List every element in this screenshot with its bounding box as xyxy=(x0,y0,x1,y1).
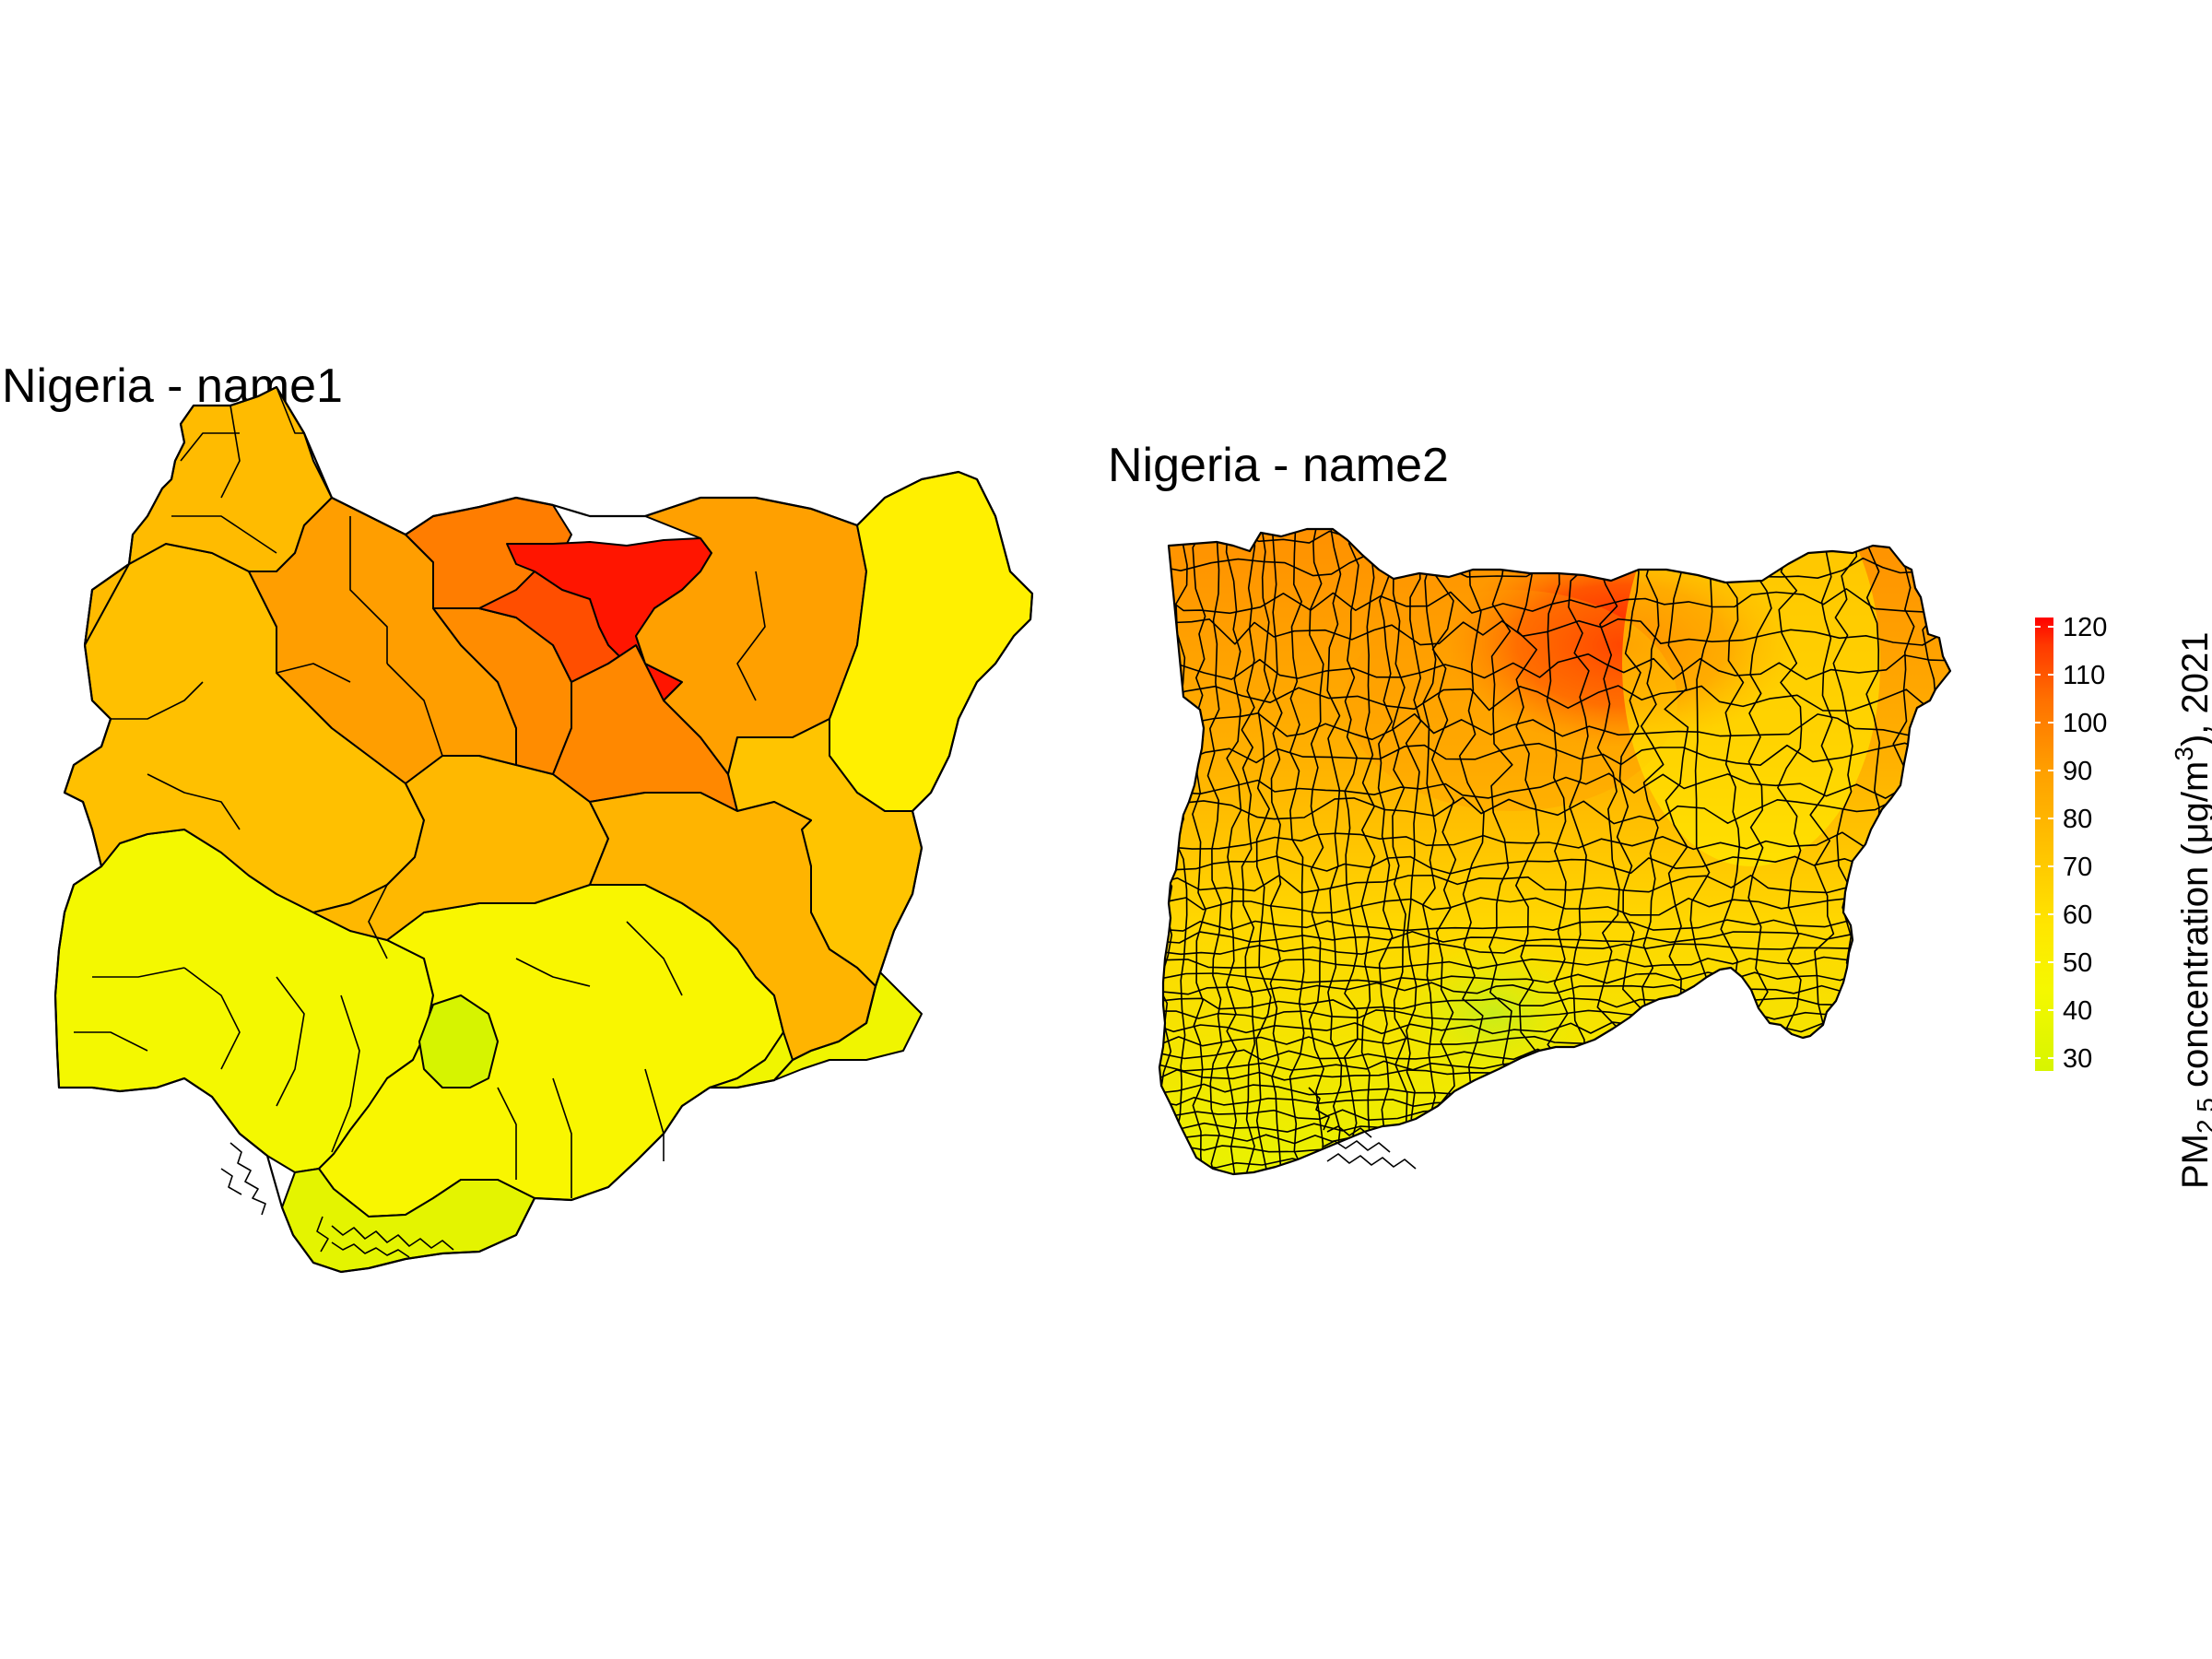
lga-boundary xyxy=(1159,875,1950,894)
lga-boundary xyxy=(1159,931,1949,944)
lga-boundary xyxy=(1159,831,1950,851)
lga-boundary xyxy=(1206,529,1223,1174)
lga-boundary xyxy=(1255,529,1272,1174)
map1-title: Nigeria - name1 xyxy=(2,359,343,413)
lga-boundary xyxy=(1458,529,1485,1174)
map1-boundaries xyxy=(74,386,766,1198)
legend-tick-label: 120 xyxy=(2063,613,2107,642)
lga-boundary xyxy=(1308,529,1324,1173)
lga-boundary xyxy=(1159,1170,1938,1174)
lga-boundary xyxy=(1159,685,1950,712)
legend-tick-label: 30 xyxy=(2063,1044,2092,1074)
lga-boundary xyxy=(1288,529,1305,1173)
lga-boundary xyxy=(1159,919,1946,932)
legend-tick-label: 100 xyxy=(2063,709,2107,738)
lga-boundary xyxy=(1405,529,1422,1174)
map2-delta-coastline xyxy=(1308,1087,1417,1170)
lga-boundary xyxy=(1360,529,1377,1174)
lga-boundary xyxy=(1344,529,1359,1174)
lga-boundary xyxy=(1159,942,1939,956)
legend-tick-label: 40 xyxy=(2063,996,2092,1026)
legend: 120 110 100 90 80 70 60 50 40 30 PM2.5 concentrat… xyxy=(2035,613,2212,1189)
lga-boundary xyxy=(1421,529,1437,1174)
map2-lga-regions xyxy=(1159,529,1950,1174)
legend-tick-label: 90 xyxy=(2063,757,2092,786)
lga-boundary xyxy=(1377,529,1394,1162)
legend-tick-label: 110 xyxy=(2063,661,2105,690)
lga-boundary xyxy=(1159,712,1942,741)
lga-boundary xyxy=(1431,529,1457,1160)
lga-boundary xyxy=(1192,529,1207,1174)
legend-title: PM2.5 concentration (μg/m3), 2021 xyxy=(2170,632,2212,1189)
legend-ticks: 120 110 100 90 80 70 60 50 40 30 xyxy=(2035,613,2107,1074)
lga-boundary xyxy=(1159,956,1950,970)
lga-boundary xyxy=(1241,529,1256,1173)
map1-delta-coastline xyxy=(220,1142,454,1258)
map2-title: Nigeria - name2 xyxy=(1108,439,1449,492)
legend-tick-label: 50 xyxy=(2063,948,2092,978)
lga-boundary xyxy=(1392,529,1408,1164)
lga-boundary xyxy=(1159,971,1941,984)
map1-country-outline xyxy=(53,385,1034,1274)
legend-tick-label: 80 xyxy=(2063,805,2092,834)
lga-boundary xyxy=(1159,897,1950,916)
lga-boundary xyxy=(1269,529,1283,1174)
legend-colorbar xyxy=(2035,618,2053,1071)
lga-boundary xyxy=(1159,618,1947,646)
lga-boundary xyxy=(1159,982,1949,995)
region-low-concentration xyxy=(418,994,499,1088)
lga-boundary xyxy=(1159,742,1950,767)
legend-tick-label: 60 xyxy=(2063,900,2092,930)
lga-boundary xyxy=(1326,529,1343,1174)
map1-state-regions xyxy=(54,386,1033,1273)
legend-tick-label: 70 xyxy=(2063,853,2092,882)
lga-boundary xyxy=(1159,997,1938,1010)
lga-boundary xyxy=(1159,771,1950,799)
lga-boundary xyxy=(1225,529,1242,1174)
lga-boundary xyxy=(1159,653,1950,680)
